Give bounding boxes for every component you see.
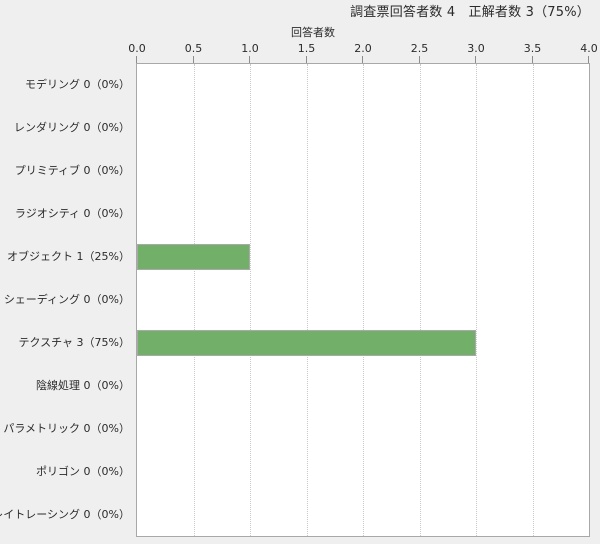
page-title: 調査票回答者数 4 正解者数 3（75%）: [350, 5, 590, 20]
x-tick-label: 0.5: [184, 42, 203, 55]
plot-area: [136, 63, 590, 537]
y-category-label: レイトレーシング 0（0%）: [0, 508, 130, 522]
y-category-label: ポリゴン 0（0%）: [36, 465, 130, 479]
x-tick-label: 4.0: [580, 42, 598, 55]
bar: [137, 330, 476, 357]
y-category-label: モデリング 0（0%）: [25, 77, 130, 91]
bar-series: [137, 64, 589, 536]
tick-mark: [588, 56, 589, 63]
x-tick-label: 2.0: [354, 42, 372, 55]
y-category-label: プリミティブ 0（0%）: [14, 163, 130, 177]
y-category-label: オブジェクト 1（25%）: [7, 249, 130, 263]
x-tick-label: 2.5: [410, 42, 429, 55]
x-tick-label: 1.0: [241, 42, 259, 55]
x-tick-label: 1.5: [297, 42, 316, 55]
y-category-label: 陰線処理 0（0%）: [36, 379, 130, 393]
tick-mark: [362, 56, 363, 63]
y-category-label: テクスチャ 3（75%）: [18, 336, 130, 350]
x-axis-tick-labels: 0.0 0.5 1.0 1.5 2.0 2.5 3.0 3.5 4.0: [0, 42, 600, 56]
y-category-label: パラメトリック 0（0%）: [3, 422, 130, 436]
tick-mark: [305, 56, 307, 63]
y-category-label: シェーディング 0（0%）: [3, 293, 130, 306]
tick-mark: [418, 56, 420, 63]
tick-mark: [531, 56, 533, 63]
x-tick-label: 0.0: [128, 42, 146, 55]
tick-mark: [192, 56, 194, 63]
bar: [137, 243, 250, 270]
x-axis-tick-marks: [136, 56, 590, 63]
y-category-label: ラジオシティ 0（0%）: [14, 206, 130, 220]
x-tick-label: 3.0: [467, 42, 485, 55]
x-tick-label: 3.5: [523, 42, 542, 55]
tick-mark: [249, 56, 250, 63]
y-category-label: レンダリング 0（0%）: [14, 120, 130, 134]
tick-mark: [475, 56, 476, 63]
x-axis-title: 回答者数: [291, 26, 335, 39]
tick-mark: [136, 56, 137, 63]
y-axis-category-labels: モデリング 0（0%） レンダリング 0（0%） プリミティブ 0（0%） ラジオシテ…: [0, 63, 130, 537]
